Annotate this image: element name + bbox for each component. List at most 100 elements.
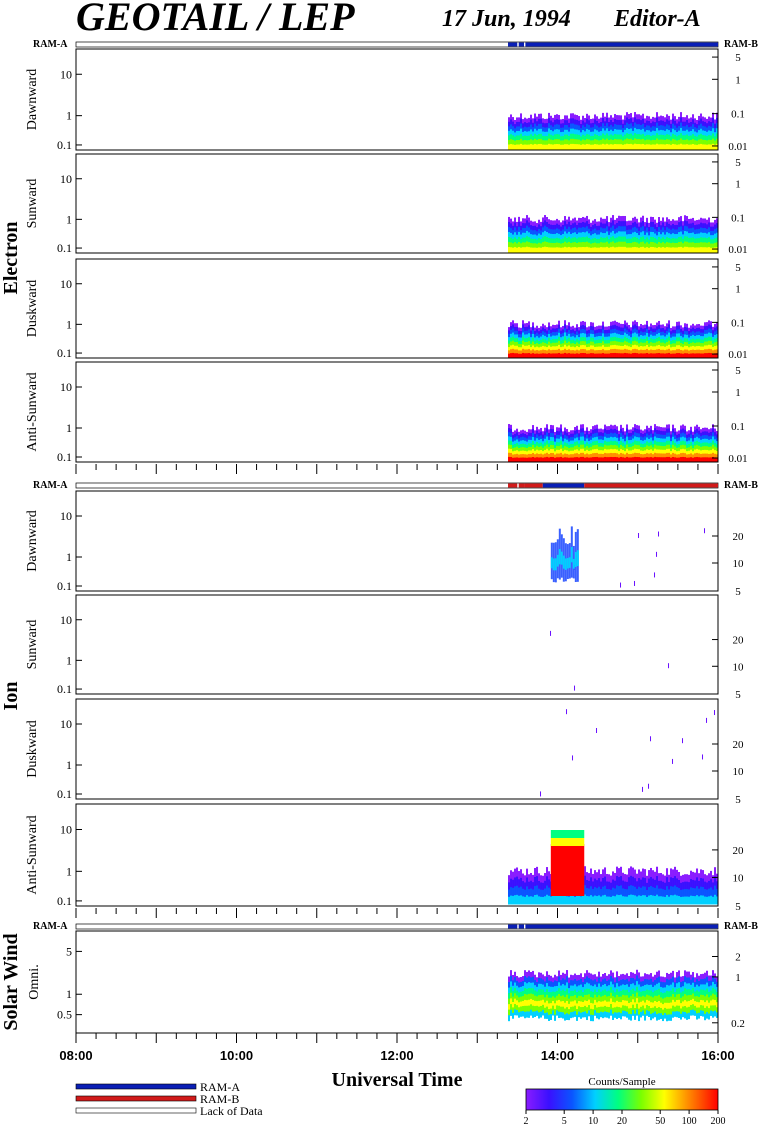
spectrogram-band bbox=[658, 139, 661, 145]
spectrogram-cluster-core bbox=[552, 558, 555, 571]
spectrogram-band bbox=[614, 320, 617, 326]
spectrogram-band bbox=[554, 332, 557, 337]
spectrogram-band bbox=[706, 435, 709, 440]
spectrogram-band bbox=[510, 436, 513, 442]
spectrogram-band bbox=[618, 334, 621, 339]
spectrogram-band bbox=[676, 988, 679, 995]
spectrogram-band bbox=[532, 333, 535, 339]
spectrogram-band bbox=[716, 454, 719, 459]
spectrogram-band bbox=[524, 338, 527, 343]
spectrogram-band bbox=[622, 226, 625, 232]
spectrogram-band bbox=[612, 349, 615, 354]
spectrogram-band bbox=[624, 332, 627, 338]
spectrogram-band bbox=[532, 337, 535, 343]
spectrogram-band bbox=[704, 341, 707, 346]
spectrogram-band bbox=[624, 995, 627, 1002]
spectrogram-band bbox=[588, 333, 591, 338]
spectrogram-band bbox=[538, 238, 541, 244]
spectrogram-band bbox=[612, 225, 615, 232]
spectrogram-band bbox=[636, 449, 639, 454]
spectrogram-band bbox=[512, 451, 515, 456]
spectrogram-band bbox=[666, 444, 669, 450]
spectrogram-band bbox=[660, 324, 663, 329]
spectrogram-band bbox=[698, 991, 701, 998]
spectrogram-band bbox=[620, 115, 623, 121]
spectrogram-band bbox=[632, 446, 635, 451]
spectrogram-band bbox=[598, 428, 601, 433]
spectrogram-band bbox=[704, 990, 707, 997]
spectrogram-band bbox=[706, 136, 709, 141]
legend-swatch-lack bbox=[75, 1107, 197, 1114]
spectrogram-band bbox=[572, 133, 575, 140]
spectrogram-band bbox=[518, 457, 521, 462]
spectrogram-band bbox=[562, 332, 565, 337]
spectrogram-band bbox=[668, 134, 671, 141]
spectrogram-band bbox=[582, 115, 585, 121]
spectrogram-band bbox=[550, 1014, 553, 1021]
spectrogram-band bbox=[552, 229, 555, 235]
spectrogram-band bbox=[598, 1001, 601, 1008]
spectrogram-band bbox=[560, 985, 563, 992]
spectrogram-band bbox=[586, 350, 589, 355]
spectrogram-band bbox=[538, 337, 541, 342]
spectrogram-band bbox=[558, 453, 561, 458]
spectrogram-band bbox=[572, 1001, 575, 1008]
spectrogram-band bbox=[676, 123, 679, 129]
spectrogram-band bbox=[670, 990, 673, 998]
spectrogram-band bbox=[544, 346, 547, 351]
spectrogram-band bbox=[600, 986, 603, 993]
spectrogram-band bbox=[694, 122, 697, 128]
spectrogram-band bbox=[568, 246, 571, 253]
spectrogram-band bbox=[606, 888, 609, 897]
spectrogram-band bbox=[518, 236, 521, 243]
spectrogram-band bbox=[684, 345, 687, 351]
spectrogram-band bbox=[578, 974, 581, 981]
spectrogram-band bbox=[628, 436, 631, 441]
spectrogram-band bbox=[630, 350, 633, 355]
spectrogram-band bbox=[542, 447, 545, 452]
spectrogram-band bbox=[716, 322, 719, 327]
spectrogram-band bbox=[666, 222, 669, 228]
spectrogram-band bbox=[590, 118, 593, 124]
spectrogram-band bbox=[512, 1012, 515, 1019]
spectrogram-band bbox=[624, 320, 627, 326]
spectrogram-band bbox=[658, 130, 661, 136]
spectrogram-band bbox=[524, 323, 527, 328]
spectrogram-band bbox=[594, 989, 597, 996]
spectrogram-band bbox=[660, 225, 663, 231]
spectrogram-band bbox=[674, 435, 677, 440]
spectrogram-band bbox=[532, 345, 535, 350]
spectrogram-band bbox=[560, 127, 563, 133]
spectrogram-band bbox=[522, 873, 525, 882]
spectrogram-band bbox=[638, 972, 641, 979]
spectrogram-band bbox=[528, 432, 531, 437]
spectrogram-band bbox=[584, 232, 587, 238]
spectrogram-band bbox=[524, 342, 527, 347]
spectrogram-band bbox=[668, 352, 671, 358]
spectrogram-band bbox=[516, 1000, 519, 1006]
spectrogram-band bbox=[676, 333, 679, 338]
spectrogram-band bbox=[674, 243, 677, 249]
spectrogram-band bbox=[584, 349, 587, 354]
spectrogram-band bbox=[594, 237, 597, 244]
spectrogram-band bbox=[568, 896, 571, 905]
spectrogram-band bbox=[570, 118, 573, 125]
spectrogram-band bbox=[540, 875, 543, 883]
spectrogram-band bbox=[696, 327, 699, 333]
spectrogram-band bbox=[690, 1005, 693, 1011]
spectrogram-band bbox=[714, 999, 717, 1006]
spectrogram-band bbox=[590, 337, 593, 343]
spectrogram-band bbox=[676, 434, 679, 439]
spectrogram-band bbox=[550, 424, 553, 430]
spectrogram-band bbox=[680, 226, 683, 232]
spectrogram-band bbox=[636, 329, 639, 335]
spectrogram-band bbox=[606, 980, 609, 987]
ram-bar-segment bbox=[518, 924, 525, 929]
spectrogram-band bbox=[544, 220, 547, 227]
spectrogram-band bbox=[614, 229, 617, 235]
spectrogram-band bbox=[576, 445, 579, 450]
spectrogram-band bbox=[668, 440, 671, 446]
spectrogram-band bbox=[528, 232, 531, 238]
spectrogram-band bbox=[692, 134, 695, 140]
spectrogram-band bbox=[618, 115, 621, 121]
